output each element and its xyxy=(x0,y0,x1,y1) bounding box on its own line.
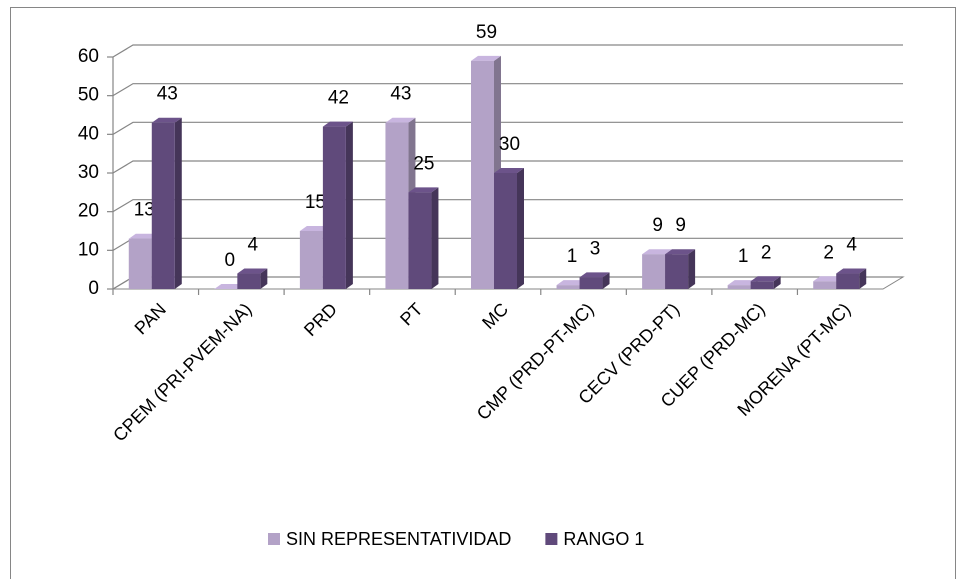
x-tick-label: CPEM (PRI-PVEM-NA) xyxy=(109,299,255,445)
bar-side xyxy=(517,168,524,289)
chart-border xyxy=(10,7,956,579)
y-tick-label: 40 xyxy=(78,123,99,144)
bar-top xyxy=(128,233,159,239)
grid-line xyxy=(112,199,903,213)
bar-front xyxy=(385,122,409,289)
y-tick-label: 10 xyxy=(78,239,99,260)
grid-line xyxy=(112,160,903,174)
bar-side xyxy=(688,249,696,289)
bar-top xyxy=(750,276,781,282)
data-label: 4 xyxy=(248,235,259,256)
x-tick-label: PAN xyxy=(131,299,170,338)
bar-side xyxy=(174,117,182,289)
bar-front xyxy=(813,281,837,289)
bar-front xyxy=(642,254,666,289)
bar xyxy=(494,168,524,289)
bar-side xyxy=(431,187,439,289)
bar-front xyxy=(494,173,517,289)
data-label: 15 xyxy=(305,192,326,213)
bar-top xyxy=(642,249,673,255)
bar-top xyxy=(385,117,416,123)
bar-front xyxy=(128,238,152,289)
data-label: 43 xyxy=(390,84,411,105)
bar-top xyxy=(556,280,587,286)
data-label: 30 xyxy=(499,134,520,155)
y-tick-label: 0 xyxy=(88,278,99,299)
bar-top xyxy=(299,226,330,231)
data-label: 3 xyxy=(590,238,601,259)
x-tick-label: PRD xyxy=(300,299,341,340)
bar-side xyxy=(602,272,610,289)
data-label: 25 xyxy=(413,153,434,174)
bar-front xyxy=(727,285,751,289)
bar-top xyxy=(727,280,758,286)
bar xyxy=(322,121,353,289)
data-label: 9 xyxy=(675,215,686,236)
legend-label: RANGO 1 xyxy=(563,529,644,549)
x-tick-label: MC xyxy=(478,299,512,333)
data-label: 9 xyxy=(652,215,663,236)
data-label: 2 xyxy=(823,242,834,263)
bar-front xyxy=(299,231,323,289)
x-tick-label: PT xyxy=(396,299,426,329)
grid-line xyxy=(112,83,903,97)
legend-swatch xyxy=(268,533,280,545)
grid-line xyxy=(112,121,903,135)
legend: SIN REPRESENTATIVIDAD RANGO 1 xyxy=(268,529,644,549)
bar-side xyxy=(260,268,268,289)
bar-front xyxy=(579,277,603,289)
bar-top xyxy=(408,187,439,193)
bar-top xyxy=(214,284,245,289)
data-label: 2 xyxy=(761,242,772,263)
bar-front xyxy=(408,192,432,289)
bar-front xyxy=(836,273,860,289)
bar-top xyxy=(665,249,696,255)
bar xyxy=(750,276,781,289)
legend-swatch xyxy=(545,533,558,545)
bar-top xyxy=(151,117,182,123)
bar-front xyxy=(471,60,494,289)
bar xyxy=(579,272,610,289)
bar-top xyxy=(322,121,353,127)
data-label: 1 xyxy=(738,246,749,267)
bar-top xyxy=(836,268,867,274)
data-label: 0 xyxy=(225,250,236,271)
bar-front xyxy=(556,285,580,289)
bar-side xyxy=(773,276,781,289)
bar-side xyxy=(345,121,353,289)
data-label: 59 xyxy=(476,22,497,43)
bar-front xyxy=(237,273,261,289)
bar-front xyxy=(322,126,346,289)
y-tick-label: 60 xyxy=(78,46,99,67)
bar-top xyxy=(494,168,524,173)
bar-top xyxy=(471,55,501,61)
bar xyxy=(665,249,696,289)
y-tick-label: 50 xyxy=(78,85,99,106)
bar-front xyxy=(665,254,689,289)
bar-top xyxy=(237,268,268,274)
bar xyxy=(151,117,182,289)
bar-top xyxy=(579,272,610,278)
bar xyxy=(836,268,867,289)
data-label: 13 xyxy=(134,200,155,221)
bar-side xyxy=(859,268,867,289)
data-label: 42 xyxy=(328,88,349,109)
bar xyxy=(214,284,245,289)
data-label: 43 xyxy=(157,84,178,105)
y-tick-label: 30 xyxy=(78,162,99,183)
data-label: 4 xyxy=(846,235,857,256)
bar xyxy=(237,268,268,289)
bar-top xyxy=(813,276,844,282)
y-tick-label: 20 xyxy=(78,201,99,222)
bar-front xyxy=(750,281,774,289)
bar-front xyxy=(151,122,175,289)
legend-label: SIN REPRESENTATIVIDAD xyxy=(286,529,511,549)
grid-line xyxy=(112,44,903,58)
data-label: 1 xyxy=(567,246,578,267)
bar xyxy=(408,187,439,289)
